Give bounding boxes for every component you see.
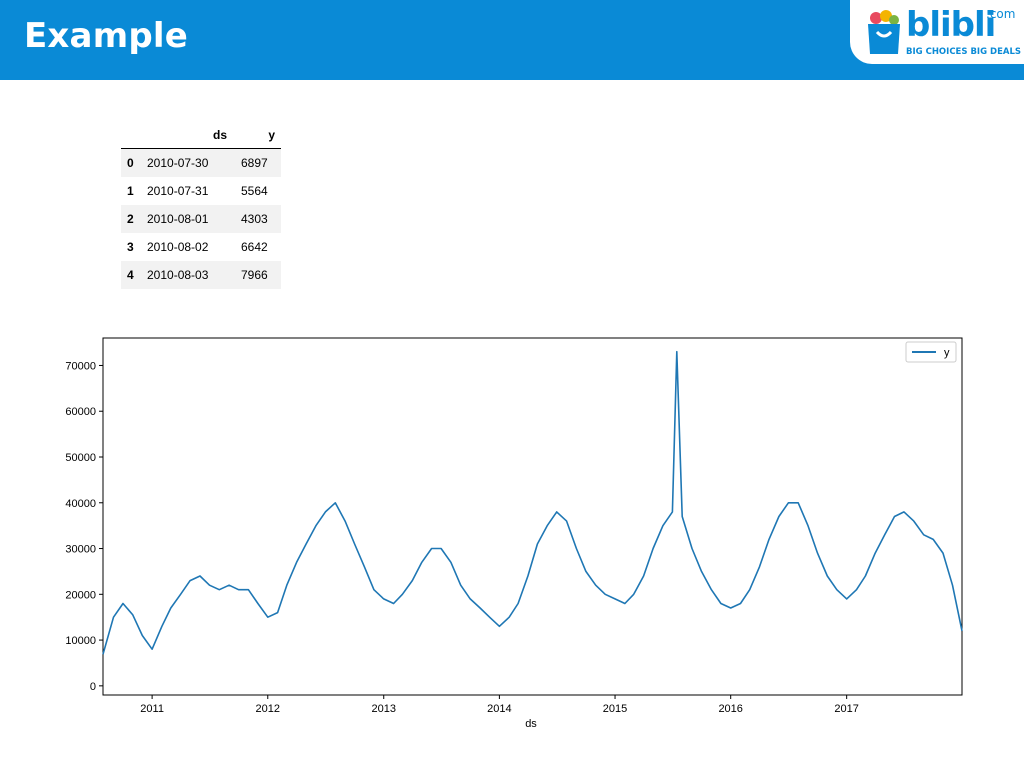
column-header-ds: ds xyxy=(147,122,233,149)
table-row: 1 2010-07-31 5564 xyxy=(121,177,281,205)
y-tick-label: 0 xyxy=(90,681,96,693)
y-tick-label: 20000 xyxy=(65,589,96,601)
x-tick-label: 2011 xyxy=(140,703,164,715)
table-header-row: ds y xyxy=(121,122,281,149)
row-index: 4 xyxy=(127,268,134,282)
logo-tagline: BIG CHOICES BIG DEALS xyxy=(906,47,1021,57)
x-tick-label: 2017 xyxy=(834,703,858,715)
table-row: 2 2010-08-01 4303 xyxy=(121,205,281,233)
x-tick-label: 2012 xyxy=(256,703,280,715)
header-bar: Example blibli .com BIG CHOICES BIG DEAL… xyxy=(0,0,1024,80)
row-index: 1 xyxy=(127,184,134,198)
column-header-y: y xyxy=(233,122,281,149)
table-row: 4 2010-08-03 7966 xyxy=(121,261,281,289)
y-tick-label: 50000 xyxy=(65,452,96,464)
cell-ds: 2010-08-02 xyxy=(147,240,209,254)
x-axis: 2011 2012 2013 2014 2015 2016 2017 xyxy=(140,695,859,715)
cell-y: 6642 xyxy=(241,240,268,254)
series-line-y xyxy=(102,350,963,655)
slide-title: Example xyxy=(24,16,188,56)
x-axis-label: ds xyxy=(525,718,537,730)
shopping-bag-icon xyxy=(868,10,900,54)
y-axis: 0 10000 20000 30000 40000 50000 60000 70000 xyxy=(65,360,103,693)
x-tick-label: 2013 xyxy=(371,703,395,715)
logo-wordmark: blibli xyxy=(906,5,996,45)
chart-legend: y xyxy=(905,341,957,363)
y-tick-label: 40000 xyxy=(65,498,96,510)
series-layer xyxy=(102,350,963,655)
table-row: 0 2010-07-30 6897 xyxy=(121,148,281,177)
dataframe-table: ds y 0 2010-07-30 6897 1 2010-07-31 5564… xyxy=(121,122,281,289)
cell-ds: 2010-08-01 xyxy=(147,212,209,226)
cell-ds: 2010-08-03 xyxy=(147,268,209,282)
cell-ds: 2010-07-30 xyxy=(147,156,209,170)
cell-y: 4303 xyxy=(241,212,268,226)
x-tick-label: 2016 xyxy=(718,703,742,715)
table-row: 3 2010-08-02 6642 xyxy=(121,233,281,261)
index-header xyxy=(121,122,147,149)
cell-y: 7966 xyxy=(241,268,268,282)
row-index: 2 xyxy=(127,212,134,226)
y-tick-label: 30000 xyxy=(65,544,96,556)
row-index: 0 xyxy=(127,156,134,170)
y-tick-label: 10000 xyxy=(65,635,96,647)
x-tick-label: 2015 xyxy=(603,703,627,715)
cell-y: 5564 xyxy=(241,184,268,198)
y-tick-label: 60000 xyxy=(65,406,96,418)
x-tick-label: 2014 xyxy=(487,703,511,715)
cell-y: 6897 xyxy=(241,156,268,170)
row-index: 3 xyxy=(127,240,134,254)
logo-domain: .com xyxy=(986,7,1016,21)
cell-ds: 2010-07-31 xyxy=(147,184,209,198)
legend-label: y xyxy=(944,347,950,359)
y-tick-label: 70000 xyxy=(65,360,96,372)
brand-logo: blibli .com BIG CHOICES BIG DEALS xyxy=(850,0,1024,64)
plot-frame xyxy=(102,337,963,696)
